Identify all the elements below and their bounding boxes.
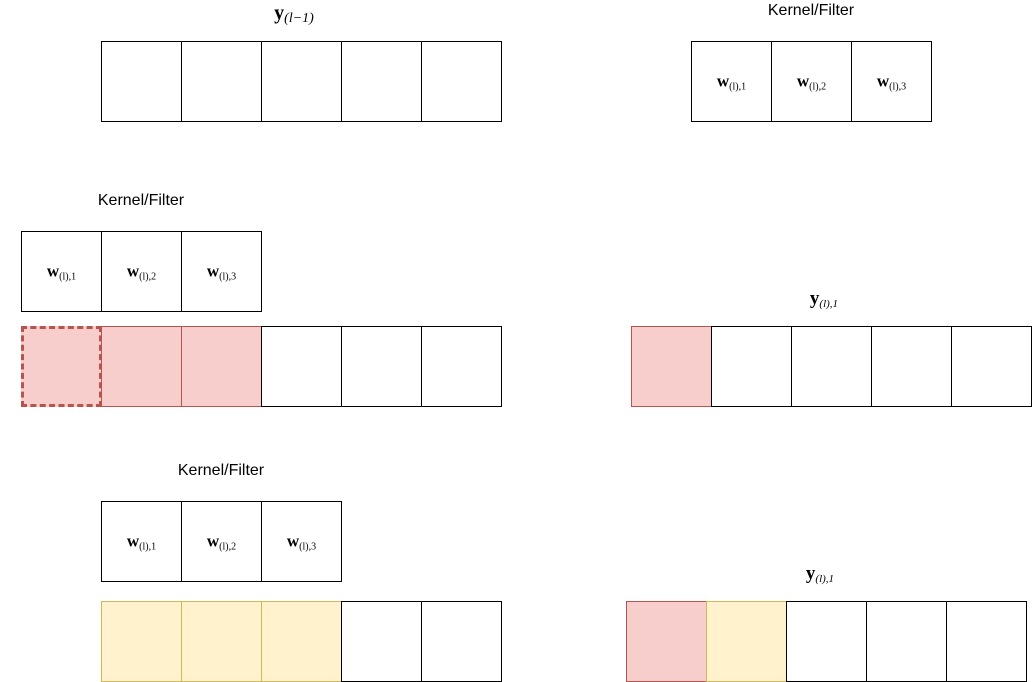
input-vector-title: y(l−1) (262, 2, 326, 27)
kernel-top-cell-1: w(l),1 (691, 41, 772, 122)
output-title-mid: y(l),1 (792, 288, 856, 310)
kernel-bottom-weight-1-subscript: (l),1 (139, 541, 157, 552)
kernel-label-mid: Kernel/Filter (97, 192, 185, 209)
kernel-mid-weight-3-symbol: w (206, 261, 220, 280)
step2-output-cell-1 (626, 601, 707, 682)
kernel-mid-weight-3-subscript: (l),3 (219, 271, 237, 282)
output-title-bottom-symbol: y (805, 563, 816, 584)
step2-input-cell-5 (421, 601, 502, 682)
step1-output-cell-4 (871, 326, 952, 407)
kernel-top-cell-3: w(l),3 (851, 41, 932, 122)
output-title-mid-subscript: (l),1 (819, 298, 839, 310)
kernel-label-bottom: Kernel/Filter (177, 462, 265, 479)
step1-input-cell-5 (421, 326, 502, 407)
output-title-bottom: y(l),1 (788, 563, 852, 585)
kernel-top-weight-1-symbol: w (716, 71, 730, 90)
kernel-bottom-cell-2: w(l),2 (181, 501, 262, 582)
step2-output-cell-3 (786, 601, 867, 682)
input-vector-title-subscript: (l−1) (284, 11, 314, 26)
step2-input-cell-4 (341, 601, 422, 682)
kernel-top-cell-2: w(l),2 (771, 41, 852, 122)
step2-output-cell-5 (946, 601, 1027, 682)
step2-input-cell-3 (261, 601, 342, 682)
kernel-mid-weight-2-subscript: (l),2 (139, 271, 157, 282)
kernel-top-weight-2-subscript: (l),2 (809, 81, 827, 92)
kernel-bottom-weight-2-subscript: (l),2 (219, 541, 237, 552)
input-cell-3 (261, 41, 342, 122)
output-title-mid-symbol: y (809, 288, 820, 309)
input-cell-4 (341, 41, 422, 122)
step2-input-cell-2 (181, 601, 262, 682)
step1-input-cell-1 (101, 326, 182, 407)
kernel-top-weight-2-symbol: w (796, 71, 810, 90)
step1-input-cell-3 (261, 326, 342, 407)
step2-input-cell-1 (101, 601, 182, 682)
input-cell-5 (421, 41, 502, 122)
kernel-mid-weight-1-symbol: w (46, 261, 60, 280)
kernel-label-top: Kernel/Filter (767, 2, 855, 19)
kernel-bottom-weight-3-subscript: (l),3 (299, 541, 317, 552)
kernel-mid-cell-1: w(l),1 (21, 231, 102, 312)
padding-cell (21, 326, 102, 407)
kernel-top-weight-1-subscript: (l),1 (729, 81, 747, 92)
kernel-mid-weight-2-symbol: w (126, 261, 140, 280)
step1-input-cell-4 (341, 326, 422, 407)
step1-output-cell-3 (791, 326, 872, 407)
output-title-bottom-subscript: (l),1 (815, 573, 835, 585)
step1-output-cell-5 (951, 326, 1032, 407)
input-cell-2 (181, 41, 262, 122)
kernel-top-weight-3-subscript: (l),3 (889, 81, 907, 92)
kernel-bottom-weight-1-symbol: w (126, 531, 140, 550)
input-cell-1 (101, 41, 182, 122)
kernel-mid-cell-2: w(l),2 (101, 231, 182, 312)
kernel-bottom-weight-3-symbol: w (286, 531, 300, 550)
kernel-mid-cell-3: w(l),3 (181, 231, 262, 312)
input-vector-title-symbol: y (274, 2, 285, 24)
kernel-mid-weight-1-subscript: (l),1 (59, 271, 77, 282)
step1-input-cell-2 (181, 326, 262, 407)
kernel-bottom-weight-2-symbol: w (206, 531, 220, 550)
kernel-top-weight-3-symbol: w (876, 71, 890, 90)
kernel-bottom-cell-1: w(l),1 (101, 501, 182, 582)
step2-output-cell-2 (706, 601, 787, 682)
step2-output-cell-4 (866, 601, 947, 682)
step1-output-cell-2 (711, 326, 792, 407)
step1-output-cell-1 (631, 326, 712, 407)
kernel-bottom-cell-3: w(l),3 (261, 501, 342, 582)
